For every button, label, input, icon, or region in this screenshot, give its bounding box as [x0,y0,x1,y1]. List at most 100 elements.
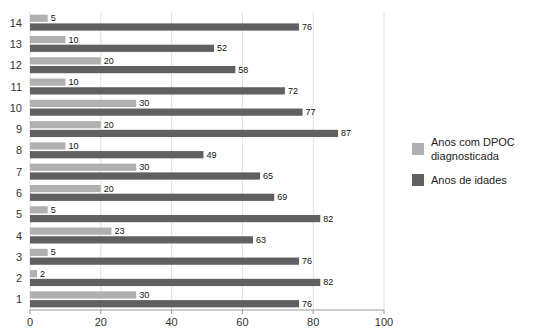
chart-container: 0204060801003025235203010203010201057682… [0,0,544,336]
legend-label: Anos com DPOC diagnosticada [431,136,515,162]
bar [30,79,65,86]
y-tick-label: 3 [16,251,22,263]
data-label: 76 [302,299,312,309]
x-tick-label: 0 [27,316,33,328]
data-label: 10 [68,35,78,45]
grid-line [171,12,172,310]
x-grid [30,12,384,314]
legend-label-line: Anos de idades [431,174,507,186]
bar [30,249,48,256]
data-label: 30 [139,290,149,300]
x-tick-label: 60 [236,316,248,328]
chart-svg: 0204060801003025235203010203010201057682… [0,0,544,336]
y-tick-label: 8 [16,144,22,156]
bar [30,172,260,179]
data-label: 5 [51,13,56,23]
data-label: 76 [302,256,312,266]
y-tick-label: 7 [16,166,22,178]
bar [30,279,320,286]
tick-mark [384,310,385,314]
data-label: 5 [51,247,56,257]
y-tick-label: 10 [10,102,22,114]
data-label: 10 [68,77,78,87]
tick-mark [30,310,31,314]
legend-label-line: Anos com DPOC [431,136,515,148]
data-label: 49 [206,150,216,160]
x-axis-line [30,310,384,311]
bar [30,100,136,107]
bar [30,206,48,213]
bar [30,291,136,298]
data-label: 65 [263,171,273,181]
bar [30,15,48,22]
data-label: 72 [288,86,298,96]
bar [30,57,101,64]
data-label: 87 [341,128,351,138]
data-label: 69 [277,192,287,202]
tick-mark [171,310,172,314]
bar [30,215,320,222]
legend-label-line: diagnosticada [431,150,500,162]
legend-swatch [412,174,424,186]
data-label: 20 [104,184,114,194]
data-label: 30 [139,98,149,108]
tick-mark [313,310,314,314]
y-tick-label: 14 [10,17,22,29]
x-tick-label: 20 [95,316,107,328]
data-label: 20 [104,56,114,66]
bar [30,45,214,52]
bar [30,87,285,94]
y-tick-label: 9 [16,123,22,135]
data-label: 76 [302,22,312,32]
grid-line [242,12,243,310]
y-tick-label: 6 [16,187,22,199]
y-tick-label: 13 [10,38,22,50]
data-label: 20 [104,120,114,130]
bar [30,151,203,158]
data-label: 58 [238,65,248,75]
tick-mark [100,310,101,314]
data-label: 82 [323,214,333,224]
bar [30,36,65,43]
data-label: 2 [40,269,45,279]
y-tick-label: 2 [16,272,22,284]
x-tick-label: 80 [307,316,319,328]
data-label: 77 [306,107,316,117]
legend-swatch [412,143,424,155]
grid-line [100,12,101,310]
data-label: 63 [256,235,266,245]
grid-line [384,12,385,310]
y-tick-label: 4 [16,230,22,242]
bar [30,23,299,30]
bar [30,194,274,201]
data-labels: 30 2 5 23 5 20 30 10 20 30 10 20 10 5 76 82 76 63 82 69 65 49… [40,13,351,308]
bar [30,164,136,171]
y-tick-label: 11 [11,81,22,93]
bar [30,142,65,149]
data-label: 10 [68,141,78,151]
data-label: 5 [51,205,56,215]
bar [30,270,37,277]
y-tick-label: 5 [16,208,22,220]
x-tick-label: 100 [375,316,393,328]
tick-mark [242,310,243,314]
bar [30,236,253,243]
legend-label: Anos de idades [431,174,507,186]
bar [30,228,111,235]
grid-line [30,12,31,310]
grid-line [313,12,314,310]
legend: Anos com DPOC diagnosticada Anos de idades [412,136,515,186]
data-label: 23 [114,226,124,236]
bar [30,130,338,137]
bar [30,185,101,192]
data-label: 52 [217,43,227,53]
bar [30,109,303,116]
data-label: 82 [323,277,333,287]
bar [30,121,101,128]
bar [30,300,299,307]
bars [30,15,338,308]
bar [30,258,299,265]
bar [30,66,235,73]
x-tick-label: 40 [165,316,177,328]
data-label: 30 [139,162,149,172]
